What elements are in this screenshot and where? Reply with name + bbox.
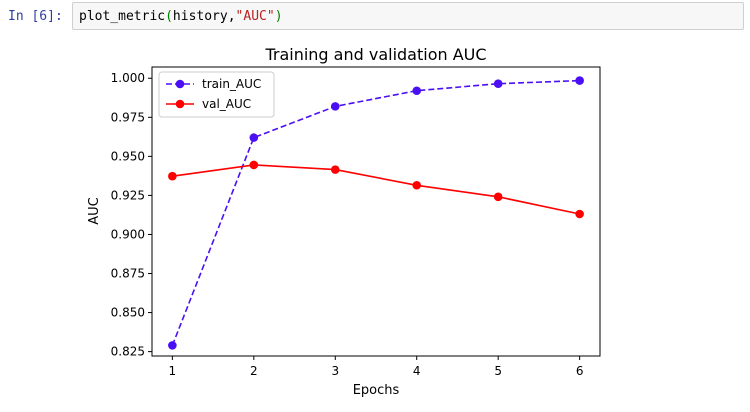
- code-close-paren: ): [274, 9, 283, 24]
- code-string-literal: "AUC": [235, 9, 275, 24]
- code-function-name: plot_metric: [79, 9, 166, 24]
- series-point-train_AUC: [168, 341, 177, 350]
- y-tick-label: 0.825: [111, 345, 145, 359]
- legend-label-train_AUC: train_AUC: [202, 77, 261, 91]
- y-tick-label: 0.975: [111, 110, 145, 124]
- series-point-train_AUC: [412, 86, 422, 96]
- y-tick-label: 0.850: [111, 306, 145, 320]
- series-point-train_AUC: [249, 133, 259, 142]
- x-tick-label: 4: [413, 364, 421, 378]
- legend-marker-train_AUC: [175, 79, 185, 89]
- plot-frame: [151, 66, 601, 357]
- series-point-train_AUC: [330, 102, 340, 111]
- legend: train_AUC val_AUC: [158, 71, 275, 118]
- x-axis-label: Epochs: [353, 383, 400, 398]
- legend-label-val_AUC: val_AUC: [202, 97, 251, 111]
- y-tick-label: 1.000: [111, 71, 145, 85]
- series-point-val_AUC: [412, 180, 422, 190]
- code-open-paren: (: [165, 9, 173, 24]
- series-point-val_AUC: [249, 160, 259, 170]
- x-tick-label: 3: [331, 364, 339, 378]
- axis-ticks: 1 2 3 4 5 6 0.825 0.850 0.875 0.900 0.925 0.950 0.97…: [111, 71, 584, 378]
- x-tick-label: 5: [494, 364, 502, 378]
- series-point-train_AUC: [493, 79, 503, 89]
- y-tick-label: 0.950: [111, 149, 145, 163]
- x-tick-label: 2: [250, 364, 258, 378]
- x-tick-label: 1: [169, 364, 177, 378]
- series-layer: [168, 76, 584, 350]
- series-point-val_AUC: [575, 209, 584, 219]
- series-point-val_AUC: [168, 171, 177, 181]
- series-line-val_AUC: [172, 164, 580, 215]
- code-cell-input[interactable]: plot_metric(history,"AUC"): [72, 2, 744, 30]
- legend-marker-val_AUC: [175, 99, 185, 109]
- x-tick-label: 6: [576, 364, 584, 378]
- y-tick-label: 0.925: [111, 188, 145, 202]
- y-tick-label: 0.875: [111, 267, 145, 281]
- y-tick-label: 0.900: [111, 227, 145, 241]
- y-axis-label: AUC: [87, 197, 102, 225]
- cell-prompt: In [6]:: [8, 9, 63, 24]
- chart-title: Training and validation AUC: [264, 45, 486, 64]
- code-arguments: history,: [172, 9, 236, 24]
- series-point-val_AUC: [330, 165, 340, 174]
- series-point-train_AUC: [575, 76, 584, 85]
- series-line-train_AUC: [171, 79, 580, 346]
- series-point-val_AUC: [493, 192, 503, 202]
